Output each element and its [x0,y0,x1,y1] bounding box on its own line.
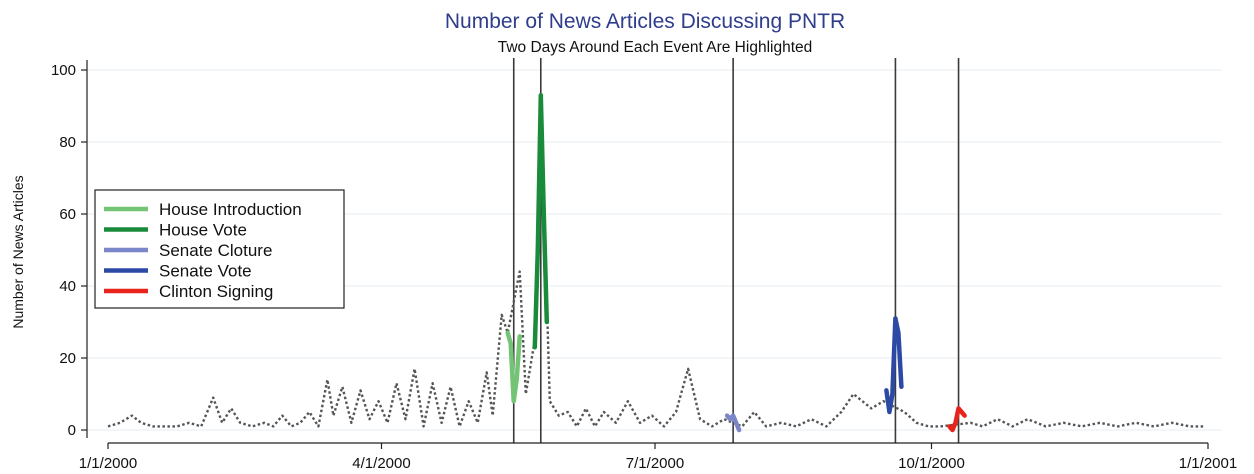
y-tick-label: 0 [68,422,76,439]
chart-subtitle: Two Days Around Each Event Are Highlight… [498,39,813,56]
y-ticks: 0 20 40 60 80 100 [51,62,87,439]
legend-label: Clinton Signing [159,282,273,301]
y-axis-title: Number of News Articles [10,175,26,328]
y-tick-label: 100 [51,62,76,79]
axes [86,60,1208,444]
legend-label: Senate Vote [159,262,252,281]
series-lines [107,92,1205,433]
series-house-vote [532,92,550,350]
event-lines [512,58,960,443]
x-tick-label: 4/1/2000 [352,455,410,472]
y-tick-label: 60 [59,206,76,223]
series-senate-cloture [724,413,742,433]
y-tick-label: 40 [59,278,76,295]
x-tick-label: 10/1/2000 [898,455,965,472]
chart-title: Number of News Articles Discussing PNTR [445,10,845,33]
series-daily-articles [107,93,1205,428]
x-tick-label: 1/1/2000 [79,455,137,472]
series-clinton-signing [947,406,967,433]
series-house-introduction [505,330,522,404]
y-tick-label: 80 [59,134,76,151]
legend-label: Senate Cloture [159,241,272,260]
legend-label: House Introduction [159,200,302,219]
series-senate-vote [884,316,904,415]
legend-label: House Vote [159,221,247,240]
x-ticks: 1/1/2000 4/1/2000 7/1/2000 10/1/2000 1/1/200… [79,443,1237,472]
y-tick-label: 20 [59,350,76,367]
x-tick-label: 7/1/2000 [626,455,684,472]
x-tick-label: 1/1/2001 [1179,455,1237,472]
